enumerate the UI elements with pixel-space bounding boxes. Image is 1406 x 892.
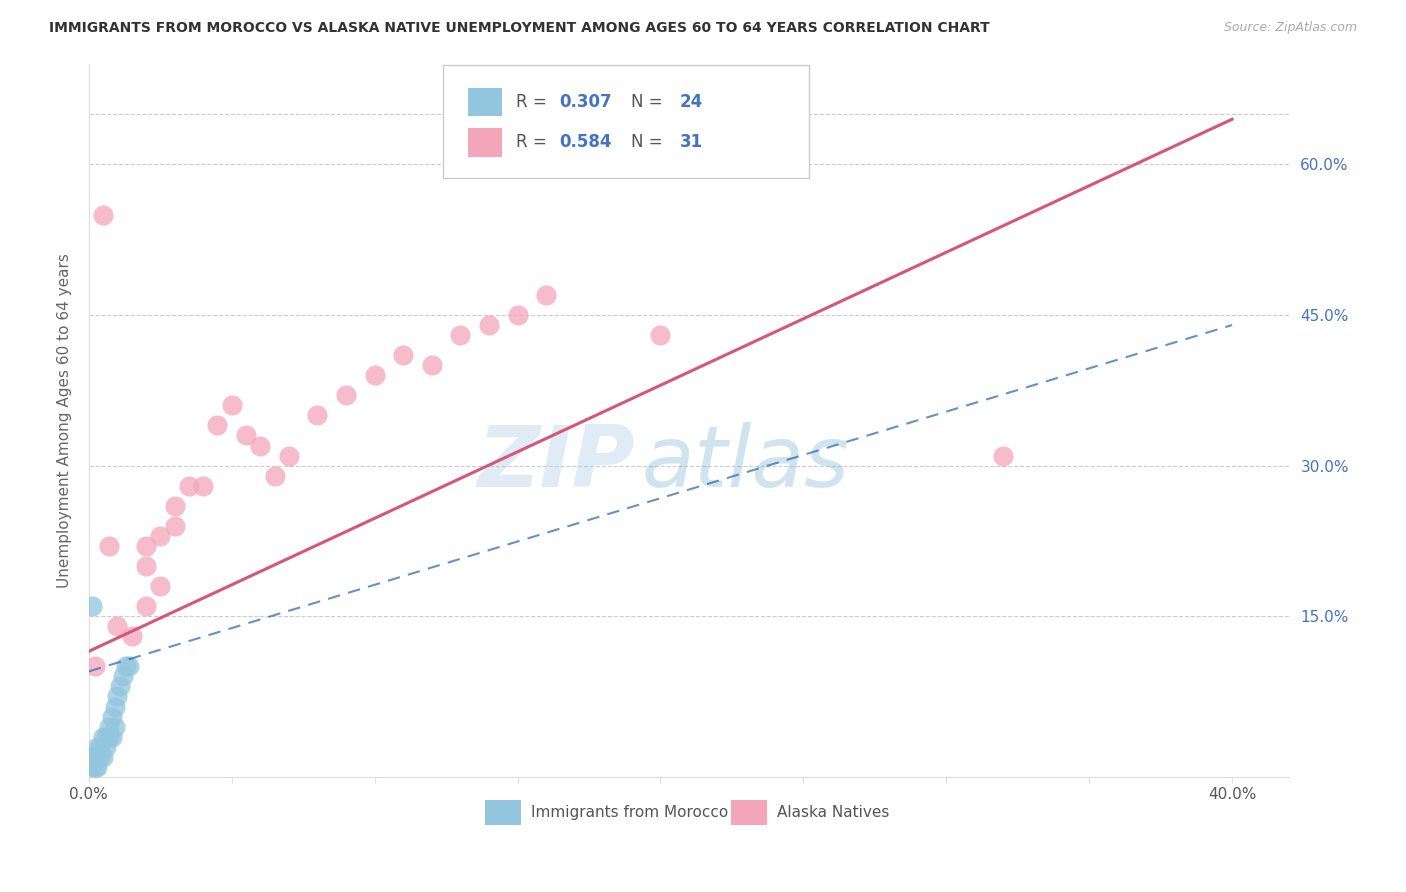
FancyBboxPatch shape xyxy=(731,799,768,825)
FancyBboxPatch shape xyxy=(468,87,502,116)
Point xyxy=(80,599,103,614)
Point xyxy=(207,418,229,433)
Point xyxy=(163,518,186,533)
Text: 24: 24 xyxy=(679,93,703,111)
Point xyxy=(110,680,132,694)
Point xyxy=(277,449,299,463)
Point xyxy=(100,730,122,744)
Point xyxy=(107,690,129,704)
FancyBboxPatch shape xyxy=(443,65,808,178)
Text: Immigrants from Morocco: Immigrants from Morocco xyxy=(530,805,728,820)
Point xyxy=(94,739,117,754)
Text: IMMIGRANTS FROM MOROCCO VS ALASKA NATIVE UNEMPLOYMENT AMONG AGES 60 TO 64 YEARS : IMMIGRANTS FROM MOROCCO VS ALASKA NATIVE… xyxy=(49,21,990,35)
Point xyxy=(363,368,385,383)
Point xyxy=(221,398,243,412)
Point xyxy=(135,558,157,573)
Point xyxy=(163,499,186,513)
Text: 0.307: 0.307 xyxy=(560,93,612,111)
Point xyxy=(91,749,114,764)
Point xyxy=(135,599,157,614)
Text: R =: R = xyxy=(516,93,553,111)
Text: 31: 31 xyxy=(679,134,703,152)
Point xyxy=(86,739,108,754)
Point xyxy=(118,659,141,673)
Point xyxy=(89,739,111,754)
Point xyxy=(97,720,120,734)
Point xyxy=(191,478,214,492)
Point xyxy=(506,308,529,322)
Point xyxy=(249,438,271,452)
Point xyxy=(112,669,135,683)
Point xyxy=(97,539,120,553)
Point xyxy=(80,760,103,774)
Text: atlas: atlas xyxy=(641,422,849,505)
Text: 0.584: 0.584 xyxy=(560,134,612,152)
Point xyxy=(392,348,415,362)
Point xyxy=(335,388,357,402)
Point xyxy=(449,328,471,343)
Point xyxy=(103,699,125,714)
Point xyxy=(83,760,105,774)
Point xyxy=(420,358,443,372)
Point xyxy=(993,449,1015,463)
Point xyxy=(149,529,172,543)
Text: N =: N = xyxy=(631,134,668,152)
Point xyxy=(177,478,200,492)
Point xyxy=(307,409,329,423)
Point xyxy=(97,730,120,744)
Point xyxy=(650,328,672,343)
Point xyxy=(91,730,114,744)
Point xyxy=(80,749,103,764)
Text: N =: N = xyxy=(631,93,668,111)
Point xyxy=(103,720,125,734)
Point xyxy=(83,749,105,764)
FancyBboxPatch shape xyxy=(485,799,522,825)
Point xyxy=(235,428,257,442)
Point xyxy=(263,468,285,483)
Point xyxy=(107,619,129,633)
Point xyxy=(86,760,108,774)
Text: Alaska Natives: Alaska Natives xyxy=(776,805,889,820)
Point xyxy=(91,208,114,222)
Point xyxy=(121,629,143,643)
Point xyxy=(100,709,122,723)
Point xyxy=(94,730,117,744)
Point xyxy=(149,579,172,593)
Point xyxy=(534,288,557,302)
Point xyxy=(135,539,157,553)
Y-axis label: Unemployment Among Ages 60 to 64 years: Unemployment Among Ages 60 to 64 years xyxy=(58,253,72,588)
Text: R =: R = xyxy=(516,134,553,152)
Text: ZIP: ZIP xyxy=(478,422,636,505)
Point xyxy=(115,659,138,673)
Point xyxy=(83,659,105,673)
FancyBboxPatch shape xyxy=(468,128,502,157)
Point xyxy=(478,318,501,332)
Point xyxy=(89,749,111,764)
Text: Source: ZipAtlas.com: Source: ZipAtlas.com xyxy=(1223,21,1357,34)
